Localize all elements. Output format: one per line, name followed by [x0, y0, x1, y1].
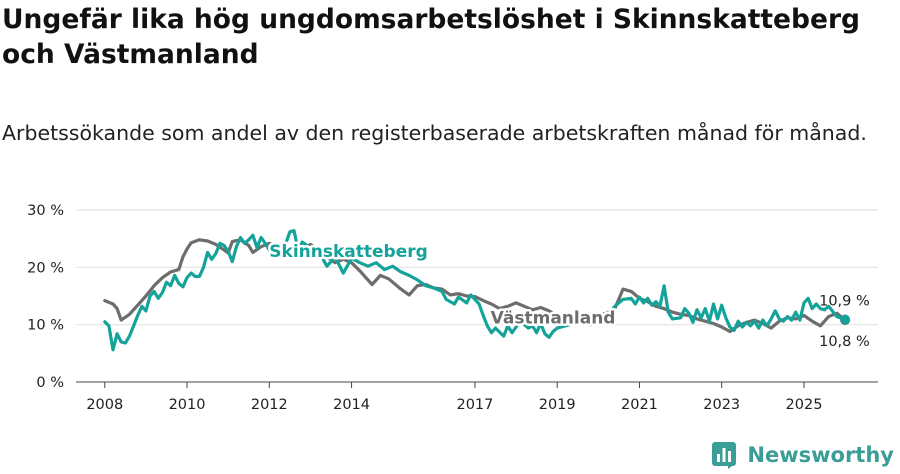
- chart-title: Ungefär lika hög ungdomsarbetslöshet i S…: [2, 4, 860, 70]
- newsworthy-logo[interactable]: Newsworthy: [711, 440, 894, 470]
- y-tick-label: 30 %: [27, 203, 64, 219]
- x-tick-label: 2008: [86, 397, 123, 413]
- end-label-skinnskatteberg: 10,9 %: [819, 294, 870, 310]
- y-tick-label: 20 %: [27, 260, 64, 276]
- x-tick-label: 2014: [333, 397, 370, 413]
- series-line-skinnskatteberg: [103, 229, 847, 352]
- x-tick-label: 2019: [539, 397, 576, 413]
- series-label-skinnskatteberg: Skinnskatteberg: [269, 242, 428, 262]
- chart-subtitle: Arbetssökande som andel av den registerb…: [2, 121, 867, 145]
- line-chart: 0 % 10 % 20 % 30 % 2008 2010 2012 2014 2017 2019 2…: [27, 203, 878, 413]
- end-label-vastmanland: 10,8 %: [819, 334, 870, 350]
- x-tick-label: 2021: [621, 397, 658, 413]
- end-point-skinnskatteberg: [840, 314, 851, 325]
- y-tick-label: 0 %: [36, 375, 64, 391]
- series-line-v-stmanland: [103, 238, 847, 334]
- y-tick-label: 10 %: [27, 318, 64, 334]
- series-label-vastmanland: Västmanland: [491, 309, 616, 329]
- x-tick-label: 2023: [703, 397, 740, 413]
- x-tick-label: 2025: [786, 397, 823, 413]
- bar-chart-logo-icon: [712, 442, 737, 469]
- x-tick-label: 2010: [169, 397, 206, 413]
- x-tick-label: 2017: [456, 397, 493, 413]
- x-tick-label: 2012: [251, 397, 288, 413]
- brand-name: Newsworthy: [747, 443, 894, 467]
